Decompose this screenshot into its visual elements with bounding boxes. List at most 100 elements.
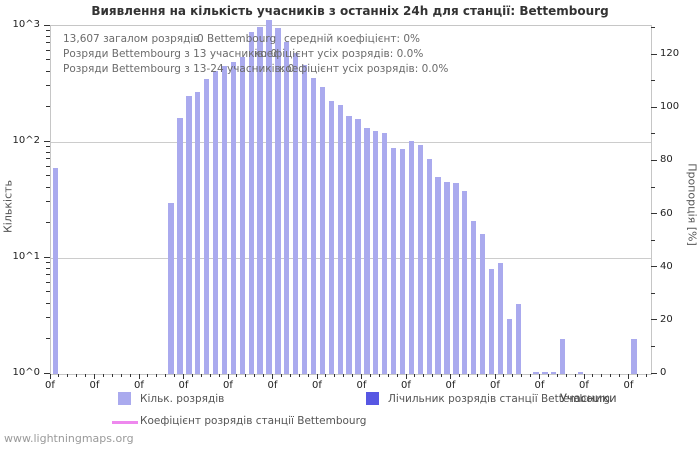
y-right-tick-label: 100 <box>660 101 680 113</box>
bar <box>399 149 406 374</box>
bar <box>212 70 219 374</box>
y-left-minor-tick <box>46 201 50 203</box>
bar <box>239 56 245 374</box>
x-minor-tick <box>414 374 416 377</box>
bar <box>364 127 370 374</box>
x-minor-tick <box>218 374 220 377</box>
x-minor-tick <box>209 374 211 377</box>
x-minor-tick <box>102 374 104 377</box>
y-left-tick-label: 10^1 <box>12 251 40 262</box>
x-tick-label: 0f <box>579 380 589 391</box>
bar <box>506 318 512 374</box>
bar <box>462 190 468 374</box>
info-text: середній коефіцієнт: 0% <box>284 33 421 45</box>
x-minor-tick <box>396 374 398 377</box>
x-major-tick <box>49 374 51 379</box>
bar <box>551 371 557 374</box>
x-minor-tick <box>467 374 469 377</box>
y-right-major-tick <box>651 106 657 108</box>
x-minor-tick <box>592 374 594 377</box>
x-major-tick <box>94 374 95 379</box>
bar <box>426 158 432 374</box>
x-minor-tick <box>307 374 309 377</box>
bar <box>52 167 59 374</box>
bar <box>408 140 415 374</box>
y-left-minor-tick <box>46 35 50 37</box>
legend-swatch-station-counter <box>366 392 379 405</box>
x-minor-tick <box>556 374 558 377</box>
y-left-minor-tick <box>46 317 50 319</box>
y-right-minor-tick <box>651 133 655 135</box>
y-left-minor-tick <box>46 105 50 107</box>
legend-label-station-counter: Лічильник розрядів станції Bettembourg <box>388 393 611 405</box>
bar <box>560 339 566 374</box>
y-left-major-tick <box>44 24 50 26</box>
x-minor-tick <box>547 374 549 377</box>
bar <box>417 144 423 374</box>
x-minor-tick <box>645 374 647 377</box>
x-minor-tick <box>76 374 78 377</box>
x-major-tick <box>450 374 451 379</box>
watermark-url: www.lightningmaps.org <box>4 432 134 445</box>
bar <box>515 304 521 374</box>
bar <box>444 182 450 374</box>
x-minor-tick <box>565 374 567 377</box>
y-right-tick-label: 80 <box>660 154 673 166</box>
info-text: коефіцієнт усіх розрядів: 0.0% <box>279 63 449 75</box>
y-left-minor-tick <box>46 70 50 72</box>
legend-line-coefficient <box>112 421 138 424</box>
x-minor-tick <box>619 374 621 377</box>
y-left-minor-tick <box>46 291 50 293</box>
x-minor-tick <box>289 374 291 377</box>
y-right-minor-tick <box>651 27 655 29</box>
bar <box>230 61 237 374</box>
legend-label-bar-count: Кільк. розрядів <box>140 393 225 405</box>
x-tick-label: 0f <box>134 380 144 391</box>
y-left-minor-tick <box>46 302 50 304</box>
y-right-tick-label: 0 <box>660 367 667 378</box>
y-left-minor-tick <box>46 50 50 52</box>
x-minor-tick <box>352 374 354 377</box>
x-minor-tick <box>129 374 131 377</box>
x-minor-tick <box>298 374 300 377</box>
bar <box>319 86 326 374</box>
plot-area: 13,607 загалом розрядів 0 Bettembourg сере… <box>50 20 652 375</box>
y-right-minor-tick <box>651 80 655 82</box>
bar <box>471 220 477 374</box>
x-minor-tick <box>191 374 193 377</box>
x-minor-tick <box>343 374 345 377</box>
x-minor-tick <box>387 374 389 377</box>
x-major-tick <box>539 374 540 379</box>
x-major-tick <box>183 374 184 379</box>
x-tick-label: 0f <box>89 380 100 391</box>
x-major-tick <box>583 374 585 379</box>
bar <box>479 234 486 374</box>
y-right-minor-tick <box>651 186 655 188</box>
bar <box>337 104 343 374</box>
y-left-minor-tick <box>46 267 50 269</box>
x-major-tick <box>628 374 629 379</box>
legend-swatch-bar-count <box>118 392 131 405</box>
y-right-tick-label: 40 <box>660 260 673 272</box>
y-right-minor-tick <box>651 239 655 241</box>
x-minor-tick <box>67 374 69 377</box>
x-major-tick <box>138 374 140 379</box>
y-right-tick-label: 60 <box>660 207 673 219</box>
info-text: Розряди Bettembourg з 13 учасників: 0 <box>63 48 278 60</box>
x-tick-label: 0f <box>356 380 367 391</box>
y-left-major-tick <box>44 372 50 374</box>
x-major-tick <box>316 374 318 379</box>
info-text: 13,607 загалом розрядів <box>63 33 200 45</box>
bar <box>435 176 441 374</box>
bar <box>542 371 548 374</box>
x-major-tick <box>405 374 407 379</box>
x-minor-tick <box>111 374 113 377</box>
x-minor-tick <box>441 374 443 377</box>
x-tick-label: 0f <box>178 380 189 391</box>
y-left-minor-tick <box>46 158 50 160</box>
y-left-minor-tick <box>46 59 50 61</box>
x-minor-tick <box>58 374 60 377</box>
x-major-tick <box>272 374 273 379</box>
x-tick-label: 0f <box>223 380 233 391</box>
y-axis-left-title: Кількість <box>1 179 15 234</box>
